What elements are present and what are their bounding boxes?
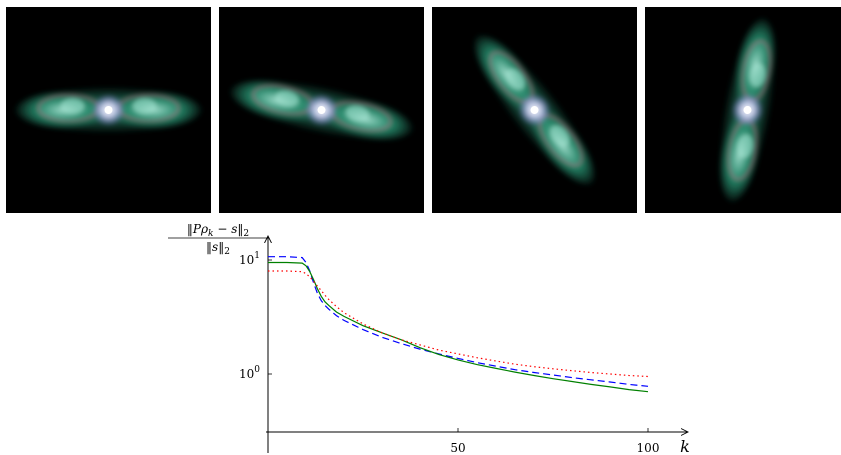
nebula-core-star — [317, 106, 326, 114]
nebula-core-star — [743, 106, 752, 114]
x-tick-label: 100 — [637, 441, 660, 455]
nebula-image-4 — [718, 15, 777, 205]
x-tick-label: 50 — [450, 441, 465, 455]
nebula-lobe-knot — [550, 125, 570, 147]
y-axis-label-denominator: ‖s‖2 — [206, 240, 230, 257]
series-line-3 — [268, 270, 649, 378]
nebula-image-1 — [12, 86, 205, 134]
nebula-lobe-knot — [749, 63, 766, 88]
nebula-lobe-knot — [737, 134, 754, 159]
nebula-lobe-knot — [505, 68, 526, 90]
nebula-shape — [227, 78, 416, 142]
series-line-1 — [268, 256, 649, 387]
x-axis-label: k — [680, 437, 690, 455]
nebula-image-panel-1 — [6, 7, 211, 213]
nebula-shape — [718, 15, 777, 205]
nebula-image-panel-2 — [219, 7, 424, 213]
nebula-image-panel-4 — [645, 7, 841, 213]
y-axis-label: ‖Pρk − s‖2 ‖s‖2 — [168, 222, 268, 257]
y-tick-label: 101 — [239, 251, 260, 267]
nebula-shape — [12, 86, 205, 134]
nebula-core-star — [104, 106, 113, 114]
y-tick-label: 100 — [239, 365, 260, 381]
nebula-shape — [472, 32, 597, 188]
nebula-lobe-knot — [60, 98, 85, 114]
nebula-image-panel-3 — [432, 7, 637, 213]
nebula-image-3 — [472, 32, 597, 188]
nebula-lobe-knot — [275, 90, 299, 107]
nebula-core-star — [530, 106, 539, 114]
y-axis-label-numerator: ‖Pρk − s‖2 — [187, 222, 249, 239]
nebula-lobe-knot — [345, 105, 370, 122]
series-line-2 — [268, 261, 649, 393]
axis-ticks: 50 100 101 100 — [239, 251, 659, 455]
nebula-lobe-knot — [132, 98, 157, 114]
nebula-image-2 — [227, 78, 416, 142]
series-layer — [268, 256, 649, 393]
